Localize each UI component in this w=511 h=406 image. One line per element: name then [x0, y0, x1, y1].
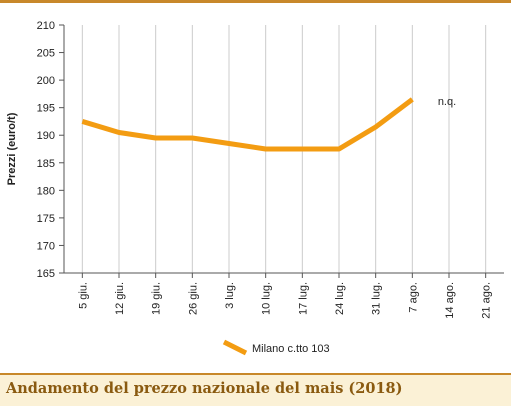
chart-caption: Andamento del prezzo nazionale del mais … — [6, 380, 403, 397]
series-line — [81, 97, 414, 152]
legend-swatch — [222, 339, 248, 356]
x-tick-label: 17 lug. — [297, 282, 309, 315]
caption-bar: Andamento del prezzo nazionale del mais … — [0, 373, 511, 406]
x-tick-label: 3 lug. — [224, 282, 236, 309]
y-tick-label: 210 — [37, 20, 55, 32]
x-tick-label: 31 lug. — [371, 282, 383, 315]
x-tick-label: 26 giu. — [187, 282, 199, 315]
x-tick-label: 21 ago. — [481, 282, 493, 319]
y-axis-title: Prezzi (euro/t) — [6, 112, 18, 185]
y-axis-ticks: 165 170 175 180 185 190 195 200 205 210 — [37, 20, 64, 280]
x-tick-label: 10 lug. — [261, 282, 273, 315]
y-tick-label: 195 — [37, 103, 55, 115]
series-layer — [81, 97, 414, 152]
y-tick-label: 185 — [37, 158, 55, 170]
top-rule — [0, 0, 511, 3]
y-tick-label: 180 — [37, 185, 55, 197]
y-tick-label: 170 — [37, 240, 55, 252]
y-tick-label: 175 — [37, 213, 55, 225]
x-tick-label: 12 giu. — [114, 282, 126, 315]
grid-lines — [81, 25, 487, 273]
axes — [63, 25, 504, 274]
legend-label: Milano c.tto 103 — [252, 343, 330, 355]
annotations: n.q. — [438, 96, 456, 108]
x-tick-label: 5 giu. — [77, 282, 89, 309]
legend: Milano c.tto 103 — [222, 339, 330, 356]
annotation-label: n.q. — [438, 96, 456, 108]
y-tick-label: 190 — [37, 130, 55, 142]
x-tick-label: 14 ago. — [444, 282, 456, 319]
x-tick-label: 19 giu. — [151, 282, 163, 315]
y-tick-label: 165 — [37, 268, 55, 280]
y-tick-label: 200 — [37, 75, 55, 87]
x-tick-label: 24 lug. — [334, 282, 346, 315]
line-chart: 165 170 175 180 185 190 195 200 205 210 5 giu. 12 … — [6, 20, 504, 356]
x-tick-label: 7 ago. — [407, 282, 419, 313]
x-axis-ticks: 5 giu. 12 giu. 19 giu. 26 giu. 3 lug. 10 lug.… — [77, 273, 493, 319]
y-tick-label: 205 — [37, 48, 55, 60]
